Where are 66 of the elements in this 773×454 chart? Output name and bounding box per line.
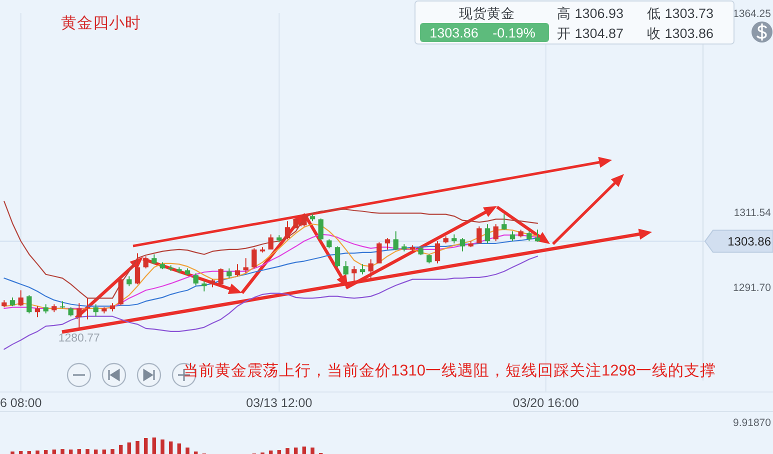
bar: [294, 448, 298, 454]
annotation: 1280.77: [58, 332, 100, 345]
annotation: 现货黄金: [459, 6, 515, 21]
bar: [36, 450, 40, 454]
x-tick-label: 6 08:00: [0, 396, 42, 410]
annotation: -0.19%: [492, 26, 536, 40]
bar: [44, 450, 48, 454]
candlestick: [352, 266, 357, 282]
candlestick: [102, 307, 107, 314]
candlestick: [260, 247, 266, 252]
candlestick: [276, 235, 282, 242]
candlestick: [152, 254, 157, 264]
bar: [186, 448, 190, 454]
bar: [18, 451, 23, 454]
bar: [310, 448, 314, 454]
bar: [77, 449, 82, 454]
bar: [277, 450, 282, 454]
bar: [118, 444, 123, 454]
candlestick: [410, 245, 416, 252]
y-tick-label: 1311.54: [734, 207, 772, 220]
bar: [60, 449, 64, 454]
candlestick: [384, 238, 390, 250]
bar: [86, 449, 90, 454]
annotation: 1303.86: [430, 26, 478, 40]
text: 9.91870: [733, 417, 772, 429]
candlestick: [52, 304, 57, 312]
bar: [102, 450, 106, 454]
bar: [110, 449, 114, 454]
bar: [168, 441, 173, 454]
bar: [286, 448, 290, 454]
candlestick: [176, 267, 182, 274]
line-series: [4, 200, 538, 299]
bar: [94, 450, 98, 454]
candlestick: [84, 298, 90, 320]
bar: [160, 439, 164, 454]
line-series: [4, 256, 538, 350]
bar: [136, 440, 140, 454]
annotation: 高 1306.93: [557, 6, 624, 21]
bar: [144, 438, 148, 454]
candlestick: [534, 230, 540, 242]
bar: [27, 451, 32, 454]
candlestick: [60, 301, 66, 308]
bar: [152, 438, 156, 454]
ref-line-label: 1303.86: [728, 234, 772, 249]
candlestick: [202, 281, 207, 292]
bar: [268, 450, 273, 454]
candlestick: [226, 268, 232, 278]
bar: [302, 446, 306, 454]
chart-title: 黄金四小时: [61, 14, 141, 32]
y-tick-label: 1291.70: [733, 282, 772, 294]
annotation: 收 1303.86: [647, 26, 714, 41]
annotation: 低 1303.73: [647, 6, 714, 21]
candlestick: [452, 234, 457, 244]
candlestick: [426, 254, 432, 264]
x-tick-label: 03/13 12:00: [246, 396, 312, 410]
annotation: 当前黄金震荡上行，当前金价1310一线遇阻，短线回踩关注1298一线的支撑: [183, 362, 716, 380]
bar: [52, 450, 56, 454]
candlestick: [402, 244, 407, 252]
bar: [68, 450, 73, 454]
bar: [177, 443, 182, 454]
y-tick-label: 1364.25: [733, 8, 772, 20]
x-tick-label: 03/20 16:00: [512, 396, 579, 410]
bar: [127, 442, 132, 454]
candlestick: [76, 303, 82, 329]
candlestick: [502, 214, 507, 230]
annotation: 开 1304.87: [557, 26, 624, 41]
